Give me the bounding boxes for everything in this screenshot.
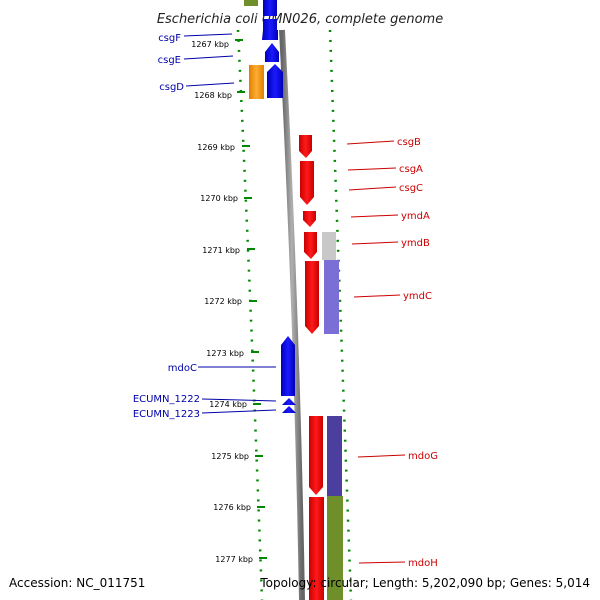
kbp-label: 1274 kbp <box>209 400 247 409</box>
partial-gene-top <box>244 0 258 6</box>
feature-bar-navy <box>327 416 342 496</box>
gene-label-csgF[interactable]: csgF <box>158 33 181 44</box>
gene-label-ECUMN_1223[interactable]: ECUMN_1223 <box>133 409 200 420</box>
kbp-label: 1275 kbp <box>211 452 249 461</box>
gene-csgD-arrow[interactable] <box>267 64 283 98</box>
gene-label-ymdB[interactable]: ymdB <box>401 238 430 249</box>
genome-backbone <box>279 29 305 600</box>
gene-orange[interactable] <box>249 65 264 99</box>
gene-csgC-arrow[interactable] <box>303 211 316 227</box>
gene-mdoG-arrow[interactable] <box>309 416 323 495</box>
gene-label-csgA[interactable]: csgA <box>399 164 423 175</box>
gene-mdoH-bar[interactable] <box>309 497 324 600</box>
gene-label-csgB[interactable]: csgB <box>397 137 421 148</box>
kbp-label: 1267 kbp <box>191 40 229 49</box>
gene-label-csgD[interactable]: csgD <box>159 82 184 93</box>
gene-ECUMN_1222-arrow[interactable] <box>282 398 296 405</box>
kbp-label: 1269 kbp <box>197 143 235 152</box>
gene-label-csgC[interactable]: csgC <box>399 183 423 194</box>
gene-csgB-arrow[interactable] <box>299 135 312 158</box>
gene-ECUMN_1223-arrow[interactable] <box>282 406 296 413</box>
gene-label-csgE[interactable]: csgE <box>158 55 181 66</box>
gene-csgF-arrow[interactable] <box>263 0 277 16</box>
left-tick-rail <box>236 29 264 600</box>
topology-text: Topology: circular; Length: 5,202,090 bp… <box>260 576 590 590</box>
kbp-label: 1268 kbp <box>194 91 232 100</box>
gene-csgE-arrow[interactable] <box>265 43 279 62</box>
feature-bar-gray <box>322 232 336 260</box>
gene-ymdA-arrow[interactable] <box>304 232 317 259</box>
right-leaders <box>346 140 406 564</box>
feature-bar-purple <box>324 260 339 334</box>
gene-label-mdoG[interactable]: mdoG <box>408 451 438 462</box>
kbp-label: 1277 kbp <box>215 555 253 564</box>
gene-label-mdoH[interactable]: mdoH <box>408 558 438 569</box>
gene-csgF-arrow[interactable] <box>262 19 278 40</box>
kbp-label: 1272 kbp <box>204 297 242 306</box>
left-leaders <box>183 33 277 414</box>
accession-text: Accession: NC_011751 <box>9 576 146 590</box>
gene-label-ECUMN_1222[interactable]: ECUMN_1222 <box>133 394 200 405</box>
kbp-label: 1270 kbp <box>200 194 238 203</box>
gene-csgA-arrow[interactable] <box>300 161 314 205</box>
gene-mdoC-arrow[interactable] <box>281 336 295 396</box>
map-title: Escherichia coli UMN026, complete genome <box>157 12 443 27</box>
gene-label-ymdC[interactable]: ymdC <box>403 291 432 302</box>
kbp-label: 1276 kbp <box>213 503 251 512</box>
feature-bar-green <box>327 496 343 600</box>
kbp-label: 1273 kbp <box>206 349 244 358</box>
major-ticks <box>235 39 267 559</box>
gene-label-ymdA[interactable]: ymdA <box>401 211 430 222</box>
gene-label-mdoC[interactable]: mdoC <box>168 363 197 374</box>
gene-ymdB-ymdC-arrow[interactable] <box>305 261 319 334</box>
kbp-label: 1271 kbp <box>202 246 240 255</box>
